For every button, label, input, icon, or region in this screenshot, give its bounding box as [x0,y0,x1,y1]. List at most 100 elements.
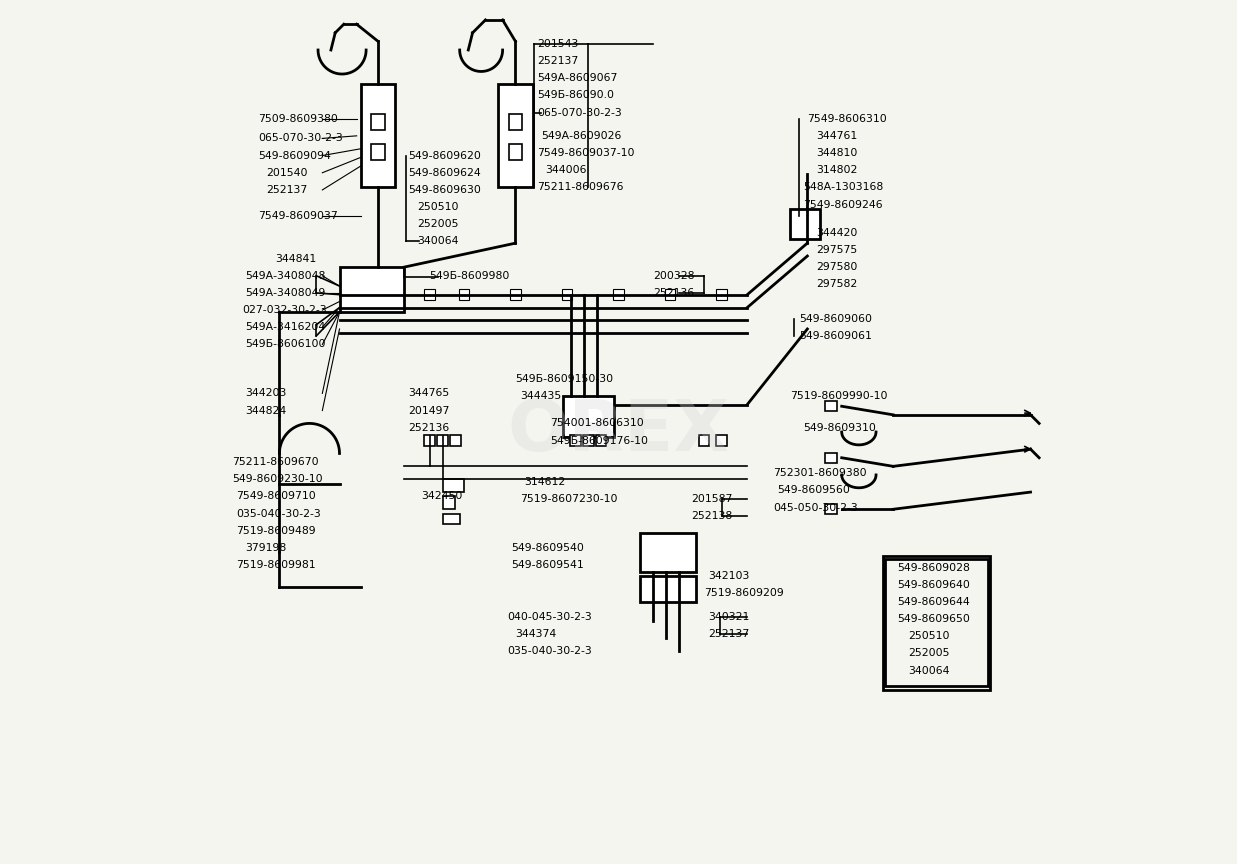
Text: 297575: 297575 [816,245,857,255]
Bar [883,556,990,689]
Bar [596,435,606,446]
Text: 549Б-8609980: 549Б-8609980 [429,270,510,281]
Text: 340064: 340064 [909,665,950,676]
Text: 314802: 314802 [816,165,857,175]
Bar [640,533,695,572]
Bar [716,289,726,300]
Text: 7549-8606310: 7549-8606310 [808,114,887,124]
Text: 7549-8609037-10: 7549-8609037-10 [537,148,635,158]
Text: 7509-8609380: 7509-8609380 [259,114,338,124]
Text: 548А-1303168: 548А-1303168 [803,182,883,193]
Bar [640,576,695,602]
Bar [371,144,385,160]
Bar [499,85,533,187]
Bar [716,435,726,446]
Bar [825,504,837,514]
Text: 549-8609624: 549-8609624 [408,168,481,178]
Bar [570,435,580,446]
Text: 549А-3416204: 549А-3416204 [245,322,325,333]
Bar [508,144,522,160]
Text: 344810: 344810 [816,148,857,158]
Text: 752301-8609380: 752301-8609380 [773,468,867,478]
Text: 549-8609650: 549-8609650 [898,614,970,624]
Text: 549-8609640: 549-8609640 [898,580,970,590]
Text: 549-8609094: 549-8609094 [259,150,330,161]
Bar [563,396,615,437]
Bar [562,289,573,300]
Text: 344006: 344006 [546,165,588,175]
Text: 7519-8609990-10: 7519-8609990-10 [790,391,888,401]
Bar [339,267,404,312]
Text: 75211-8609676: 75211-8609676 [537,182,623,193]
Text: 549-8609541: 549-8609541 [511,560,584,570]
Text: 7519-8609209: 7519-8609209 [704,588,784,599]
Bar [825,453,837,463]
Text: 549А-3408049: 549А-3408049 [245,288,325,298]
Text: 7519-8609981: 7519-8609981 [236,560,317,570]
Bar [664,289,675,300]
Text: 549-8609620: 549-8609620 [408,150,481,161]
Bar [790,209,820,238]
Text: 027-032-30-2-3: 027-032-30-2-3 [242,305,327,315]
Text: 344435: 344435 [520,391,562,401]
Text: 065-070-30-2-3: 065-070-30-2-3 [537,108,622,118]
Text: 035-040-30-2-3: 035-040-30-2-3 [236,509,322,518]
Text: 549-8609560: 549-8609560 [777,486,850,495]
Text: OREX: OREX [507,397,730,467]
Bar [508,114,522,130]
Text: 252137: 252137 [537,56,578,67]
Text: 252005: 252005 [417,219,458,229]
Text: 549-8609061: 549-8609061 [799,331,872,341]
Text: 035-040-30-2-3: 035-040-30-2-3 [507,646,591,656]
Text: 340321: 340321 [709,612,750,621]
Text: 342450: 342450 [421,492,463,501]
Text: 344824: 344824 [245,405,286,416]
Bar [699,435,710,446]
Text: 549-8609028: 549-8609028 [898,562,970,573]
Bar [361,85,396,187]
Text: 252136: 252136 [408,422,449,433]
Bar [424,435,434,446]
Bar [450,435,460,446]
Bar [884,559,987,686]
Text: 250510: 250510 [909,632,950,641]
Text: 201587: 201587 [691,494,732,504]
Text: 549-8609540: 549-8609540 [511,543,584,553]
Text: 340064: 340064 [417,237,458,246]
Text: 7549-8609246: 7549-8609246 [803,200,883,209]
Text: 549Б-8609176-10: 549Б-8609176-10 [549,435,648,446]
Text: 7519-8607230-10: 7519-8607230-10 [520,494,617,504]
Bar [424,289,434,300]
Text: 252005: 252005 [909,649,950,658]
Text: 549-8609310: 549-8609310 [803,422,876,433]
Text: 201540: 201540 [266,168,308,178]
Text: 344374: 344374 [516,629,557,638]
Text: 342103: 342103 [709,571,750,581]
Bar [438,435,448,446]
Text: 040-045-30-2-3: 040-045-30-2-3 [507,612,591,621]
Text: 754001-8606310: 754001-8606310 [549,418,643,429]
Text: 297580: 297580 [816,262,857,272]
Text: 549А-8609026: 549А-8609026 [542,130,622,141]
Text: 549А-8609067: 549А-8609067 [537,73,617,83]
Text: 549-8609060: 549-8609060 [799,314,872,324]
Bar [511,289,521,300]
Text: 252137: 252137 [266,185,308,195]
Bar [443,497,455,509]
Bar [584,435,594,446]
Text: 75211-8609670: 75211-8609670 [233,457,319,467]
Bar [825,401,837,411]
Text: 252136: 252136 [653,288,694,298]
Text: 297582: 297582 [816,279,857,289]
Bar [459,289,469,300]
Text: 250510: 250510 [417,202,458,212]
Bar [614,289,623,300]
Text: 549Б-8609150-30: 549Б-8609150-30 [516,374,614,384]
Text: 200328: 200328 [653,270,694,281]
Text: 344761: 344761 [816,130,857,141]
Text: 7549-8609710: 7549-8609710 [236,492,317,501]
Text: 252138: 252138 [691,511,732,521]
Text: 344765: 344765 [408,389,449,398]
Text: 7549-8609037: 7549-8609037 [259,211,338,220]
Text: 549-8609644: 549-8609644 [898,597,970,607]
